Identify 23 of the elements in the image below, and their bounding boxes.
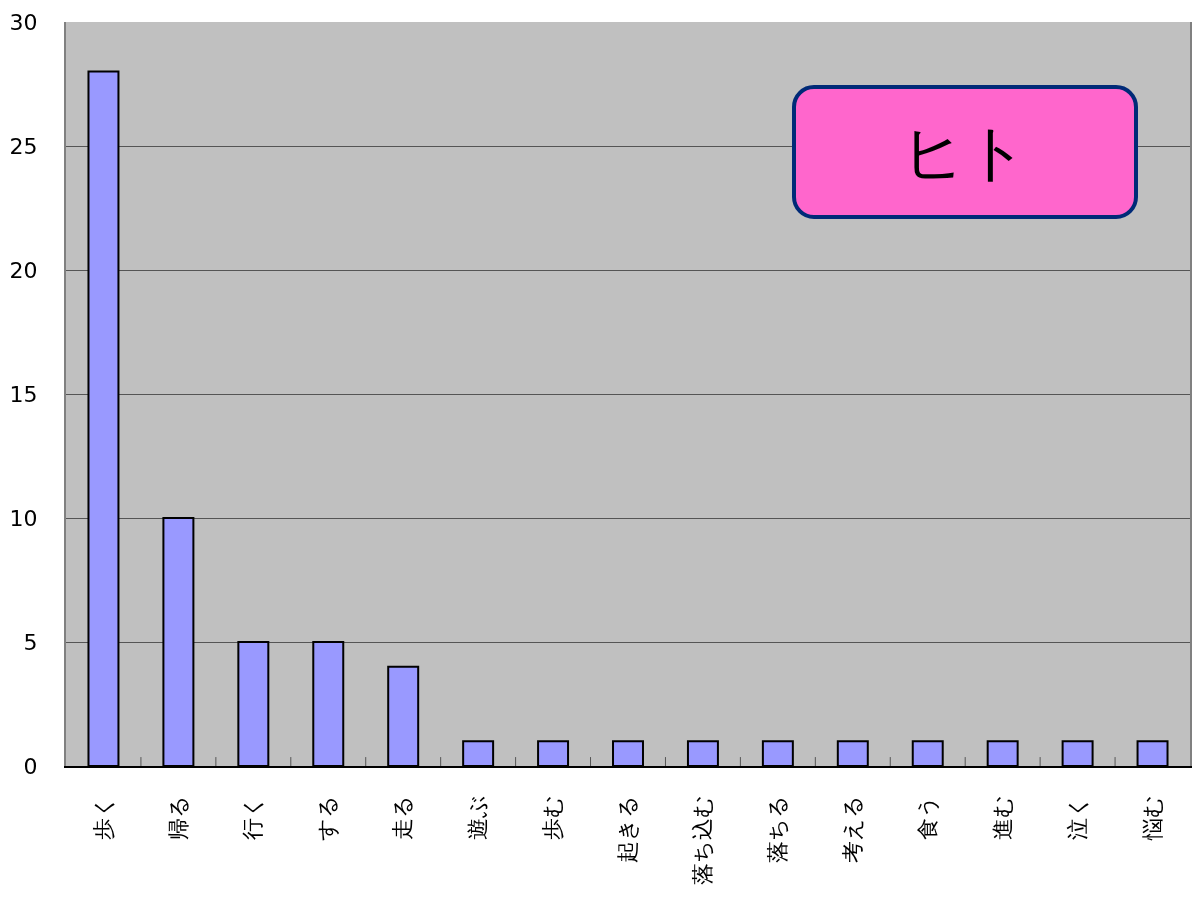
- y-tick-label: 20: [9, 257, 38, 283]
- y-tick-label: 25: [9, 133, 38, 159]
- x-tick-label: 帰る: [165, 794, 191, 840]
- x-tick-label: 歩む: [540, 794, 566, 840]
- text: ヒト: [902, 115, 1028, 189]
- y-tick-label: 30: [9, 9, 38, 35]
- x-tick-label: 遊ぶ: [465, 794, 491, 840]
- x-tick-label: 落ちる: [765, 794, 791, 863]
- y-tick-label: 0: [23, 753, 38, 779]
- y-tick-label: 15: [9, 381, 38, 407]
- x-tick-label: 起きる: [615, 794, 641, 863]
- y-tick-label: 10: [9, 505, 38, 531]
- x-tick-label: 考える: [839, 794, 865, 863]
- x-tick-label: 走る: [390, 794, 416, 840]
- x-tick-label: 進む: [989, 794, 1015, 840]
- x-tick-label: 悩む: [1139, 794, 1165, 841]
- y-tick-label: 5: [23, 629, 38, 655]
- x-tick-label: 泣く: [1064, 794, 1090, 840]
- x-tick-label: 歩く: [90, 794, 116, 840]
- x-tick-label: 食う: [914, 794, 940, 840]
- x-tick-label: する: [315, 794, 341, 841]
- x-tick-label: 行く: [240, 794, 266, 840]
- x-tick-label: 落ち込む: [690, 794, 716, 885]
